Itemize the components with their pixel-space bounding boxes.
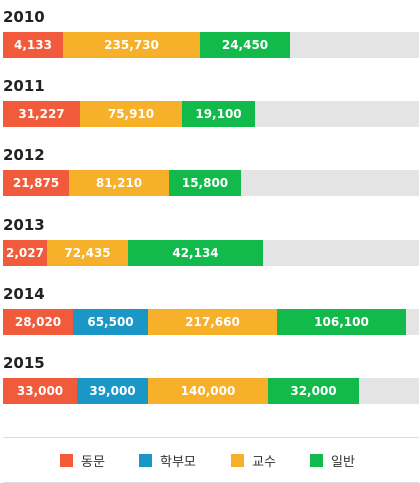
bar-segment-2010-일반: 24,450 <box>200 32 290 58</box>
bar-segment-2015-학부모: 39,000 <box>77 378 148 404</box>
bar-segment-2010-동문: 4,133 <box>3 32 63 58</box>
bar-segment-2012-동문: 21,875 <box>3 170 69 196</box>
bar-segment-2014-동문: 28,020 <box>3 309 73 335</box>
bar-track: 31,227 75,910 19,100 <box>3 101 419 127</box>
year-label: 2014 <box>3 285 45 303</box>
legend-swatch <box>231 453 244 467</box>
year-label: 2012 <box>3 146 45 164</box>
legend-label: 일반 <box>331 454 355 470</box>
legend-item: 교수 <box>231 449 276 471</box>
bar-segment-2011-동문: 31,227 <box>3 101 80 127</box>
legend-item: 일반 <box>310 449 355 471</box>
bar-track: 28,020 65,500 217,660 106,100 <box>3 309 419 335</box>
bar-segment-2014-일반: 106,100 <box>277 309 406 335</box>
legend-swatch <box>60 453 73 467</box>
legend-label: 동문 <box>81 454 105 470</box>
bar-track: 21,875 81,210 15,800 <box>3 170 419 196</box>
bar-segment-2011-일반: 19,100 <box>182 101 255 127</box>
bar-segment-2012-일반: 15,800 <box>169 170 241 196</box>
legend-swatch <box>310 453 323 467</box>
bar-segment-2013-동문: 2,027 <box>3 240 47 266</box>
bar-segment-2011-교수: 75,910 <box>80 101 182 127</box>
legend-swatch <box>139 453 152 467</box>
bar-track: 33,000 39,000 140,000 32,000 <box>3 378 419 404</box>
year-label: 2013 <box>3 216 45 234</box>
legend-label: 학부모 <box>160 454 196 470</box>
bar-track: 2,027 72,435 42,134 <box>3 240 419 266</box>
year-label: 2011 <box>3 77 45 95</box>
bar-segment-2012-교수: 81,210 <box>69 170 169 196</box>
legend-label: 교수 <box>252 454 276 470</box>
bar-segment-2013-일반: 42,134 <box>128 240 263 266</box>
legend: 동문 학부모 교수 일반 <box>0 449 420 471</box>
legend-item: 동문 <box>60 449 105 471</box>
legend-divider-top <box>3 437 419 438</box>
bar-segment-2014-교수: 217,660 <box>148 309 277 335</box>
bar-track: 4,133 235,730 24,450 <box>3 32 419 58</box>
year-label: 2015 <box>3 354 45 372</box>
bar-segment-2014-학부모: 65,500 <box>73 309 148 335</box>
legend-item: 학부모 <box>139 449 196 471</box>
year-label: 2010 <box>3 8 45 26</box>
bar-segment-2015-일반: 32,000 <box>268 378 359 404</box>
bar-segment-2010-교수: 235,730 <box>63 32 200 58</box>
bar-segment-2015-교수: 140,000 <box>148 378 268 404</box>
bar-segment-2013-교수: 72,435 <box>47 240 128 266</box>
bar-segment-2015-동문: 33,000 <box>3 378 77 404</box>
